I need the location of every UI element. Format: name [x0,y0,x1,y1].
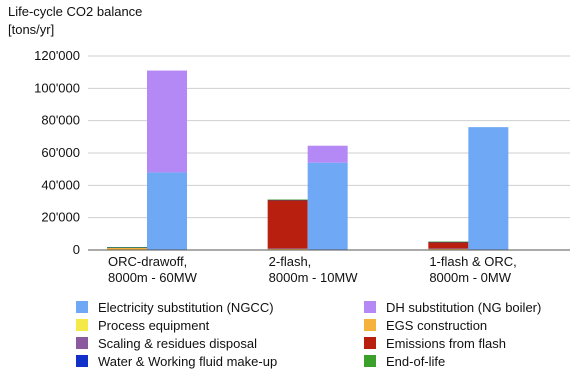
bar-egs-construction [267,248,308,250]
y-tick-label: 120'000 [34,48,80,63]
chart-title: Life-cycle CO2 balance [8,4,143,19]
bar-dh-substitution-ng-boiler [147,70,187,173]
legend-item: End-of-life [364,352,445,370]
y-tick-label: 20'000 [41,210,80,225]
legend-swatch [364,319,376,331]
bar-scaling-residues-disposal [428,248,469,249]
y-tick-label: 80'000 [41,113,80,128]
legend-item: Process equipment [76,316,209,334]
y-tick-label: 60'000 [41,145,80,160]
bar-egs-construction [428,248,469,250]
legend-label: Emissions from flash [386,335,506,351]
legend-label: EGS construction [386,317,488,333]
y-tick-label: 40'000 [41,177,80,192]
bar-end-of-life [428,241,469,243]
legend-swatch [76,337,88,349]
legend-label: DH substitution (NG boiler) [386,299,542,315]
legend-item: Water & Working fluid make-up [76,352,277,370]
x-tick-label: ORC-drawoff, [108,254,187,269]
chart-plot-area: 0 20'000 40'000 60'000 80'000 100'000 120'000 O… [34,48,570,285]
x-tick-label: 8000m - 0MW [429,270,511,285]
legend-item: Scaling & residues disposal [76,334,257,352]
legend-item: DH substitution (NG boiler) [364,298,541,316]
legend-swatch [76,355,88,367]
legend-swatch [364,355,376,367]
legend-label: Water & Working fluid make-up [98,353,278,369]
legend-label: Electricity substitution (NGCC) [98,299,274,315]
legend-label: End-of-life [386,353,446,369]
x-tick-label: 8000m - 60MW [108,270,198,285]
y-tick-label: 100'000 [34,80,80,95]
legend-label: Process equipment [98,317,210,333]
legend-label: Scaling & residues disposal [98,335,257,351]
x-tick-label: 8000m - 10MW [269,270,359,285]
legend-swatch [364,301,376,313]
bar-dh-substitution-ng-boiler [307,145,348,163]
legend-item: Electricity substitution (NGCC) [76,298,274,316]
legend-item: Emissions from flash [364,334,506,352]
legend-swatch [364,337,376,349]
y-axis-label: [tons/yr] [8,22,55,37]
bar-end-of-life [267,199,308,201]
bar-emissions-from-flash [428,241,469,249]
bar-electricity-substitution-ngcc [468,127,509,250]
y-tick-label: 0 [73,242,80,257]
bar-scaling-residues-disposal [267,248,308,249]
legend-swatch [76,301,88,313]
legend-swatch [76,319,88,331]
bar-electricity-substitution-ngcc [307,162,348,250]
bar-emissions-from-flash [267,199,308,249]
bar-egs-construction [107,247,147,250]
bar-electricity-substitution-ngcc [147,172,187,250]
bar-end-of-life [107,247,147,248]
x-tick-label: 1-flash & ORC, [429,254,516,269]
legend-item: EGS construction [364,316,487,334]
x-tick-label: 2-flash, [269,254,312,269]
